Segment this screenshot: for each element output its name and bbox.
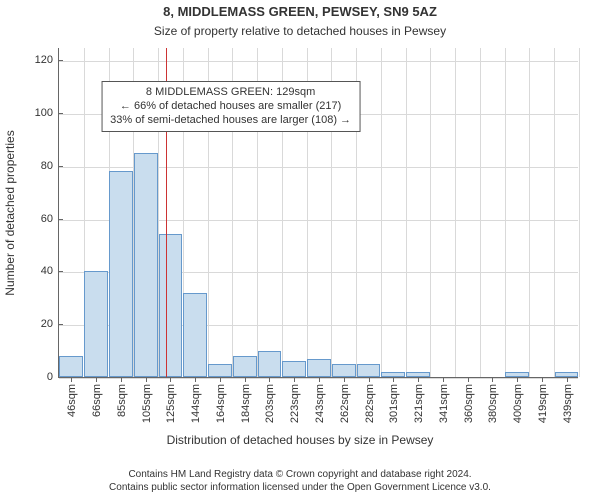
- vgridline: [529, 48, 530, 377]
- footer-line-1: Contains HM Land Registry data © Crown c…: [0, 468, 600, 481]
- histogram-bar: [84, 271, 108, 377]
- x-tick-label: 184sqm: [238, 384, 252, 423]
- x-tick-mark: [468, 378, 469, 382]
- histogram-bar: [555, 372, 579, 377]
- y-tick-label: 40: [41, 265, 59, 277]
- histogram-bar: [258, 351, 282, 377]
- x-tick-label: 105sqm: [139, 384, 153, 423]
- histogram-bar: [59, 356, 83, 377]
- histogram-bar: [233, 356, 257, 377]
- annotation-box: 8 MIDDLEMASS GREEN: 129sqm← 66% of detac…: [101, 81, 360, 132]
- x-tick-label: 46sqm: [64, 384, 78, 417]
- x-tick-label: 301sqm: [386, 384, 400, 423]
- vgridline: [480, 48, 481, 377]
- y-tick-label: 60: [41, 213, 59, 225]
- x-tick-mark: [319, 378, 320, 382]
- x-tick-label: 380sqm: [485, 384, 499, 423]
- annotation-line: ← 66% of detached houses are smaller (21…: [110, 100, 351, 114]
- x-tick-mark: [294, 378, 295, 382]
- x-axis-label: Distribution of detached houses by size …: [0, 433, 600, 447]
- x-tick-mark: [443, 378, 444, 382]
- histogram-bar: [208, 364, 232, 377]
- x-tick-label: 243sqm: [312, 384, 326, 423]
- vgridline: [381, 48, 382, 377]
- plot-area: 02040608010012046sqm66sqm85sqm105sqm125s…: [58, 48, 578, 378]
- x-tick-mark: [418, 378, 419, 382]
- x-tick-label: 439sqm: [560, 384, 574, 423]
- x-tick-label: 419sqm: [535, 384, 549, 423]
- x-tick-mark: [517, 378, 518, 382]
- chart-footer: Contains HM Land Registry data © Crown c…: [0, 468, 600, 494]
- chart-title: 8, MIDDLEMASS GREEN, PEWSEY, SN9 5AZ: [0, 4, 600, 19]
- x-tick-label: 144sqm: [188, 384, 202, 423]
- x-tick-label: 203sqm: [262, 384, 276, 423]
- histogram-bar: [134, 153, 158, 377]
- histogram-bar: [282, 361, 306, 377]
- annotation-line: 33% of semi-detached houses are larger (…: [110, 114, 351, 128]
- x-tick-mark: [542, 378, 543, 382]
- histogram-bar: [505, 372, 529, 377]
- annotation-line: 8 MIDDLEMASS GREEN: 129sqm: [110, 86, 351, 100]
- x-tick-mark: [269, 378, 270, 382]
- vgridline: [554, 48, 555, 377]
- x-tick-label: 400sqm: [510, 384, 524, 423]
- y-tick-label: 80: [41, 160, 59, 172]
- vgridline: [406, 48, 407, 377]
- x-tick-mark: [71, 378, 72, 382]
- x-tick-label: 282sqm: [362, 384, 376, 423]
- vgridline: [430, 48, 431, 377]
- chart-subtitle: Size of property relative to detached ho…: [0, 24, 600, 38]
- x-tick-mark: [344, 378, 345, 382]
- property-size-chart: 8, MIDDLEMASS GREEN, PEWSEY, SN9 5AZ Siz…: [0, 0, 600, 500]
- x-tick-label: 360sqm: [461, 384, 475, 423]
- x-tick-label: 125sqm: [163, 384, 177, 423]
- y-axis-label: Number of detached properties: [3, 130, 17, 295]
- vgridline: [505, 48, 506, 377]
- footer-line-2: Contains public sector information licen…: [0, 481, 600, 494]
- x-tick-mark: [369, 378, 370, 382]
- x-tick-label: 223sqm: [287, 384, 301, 423]
- x-tick-mark: [245, 378, 246, 382]
- y-tick-label: 0: [47, 371, 59, 383]
- histogram-bar: [357, 364, 381, 377]
- x-tick-mark: [195, 378, 196, 382]
- histogram-bar: [381, 372, 405, 377]
- vgridline: [579, 48, 580, 377]
- x-tick-label: 262sqm: [337, 384, 351, 423]
- histogram-bar: [406, 372, 430, 377]
- x-tick-label: 341sqm: [436, 384, 450, 423]
- x-tick-mark: [96, 378, 97, 382]
- histogram-bar: [109, 171, 133, 377]
- x-tick-label: 85sqm: [114, 384, 128, 417]
- x-tick-mark: [121, 378, 122, 382]
- x-tick-label: 164sqm: [213, 384, 227, 423]
- x-tick-mark: [393, 378, 394, 382]
- y-tick-label: 20: [41, 318, 59, 330]
- histogram-bar: [159, 234, 183, 377]
- vgridline: [455, 48, 456, 377]
- x-tick-label: 321sqm: [411, 384, 425, 423]
- gridline: [59, 61, 578, 62]
- x-tick-mark: [220, 378, 221, 382]
- histogram-bar: [183, 293, 207, 377]
- x-tick-mark: [567, 378, 568, 382]
- histogram-bar: [332, 364, 356, 377]
- x-tick-label: 66sqm: [89, 384, 103, 417]
- y-tick-label: 120: [35, 54, 59, 66]
- histogram-bar: [307, 359, 331, 377]
- x-tick-mark: [146, 378, 147, 382]
- x-tick-mark: [492, 378, 493, 382]
- y-tick-label: 100: [35, 107, 59, 119]
- x-tick-mark: [170, 378, 171, 382]
